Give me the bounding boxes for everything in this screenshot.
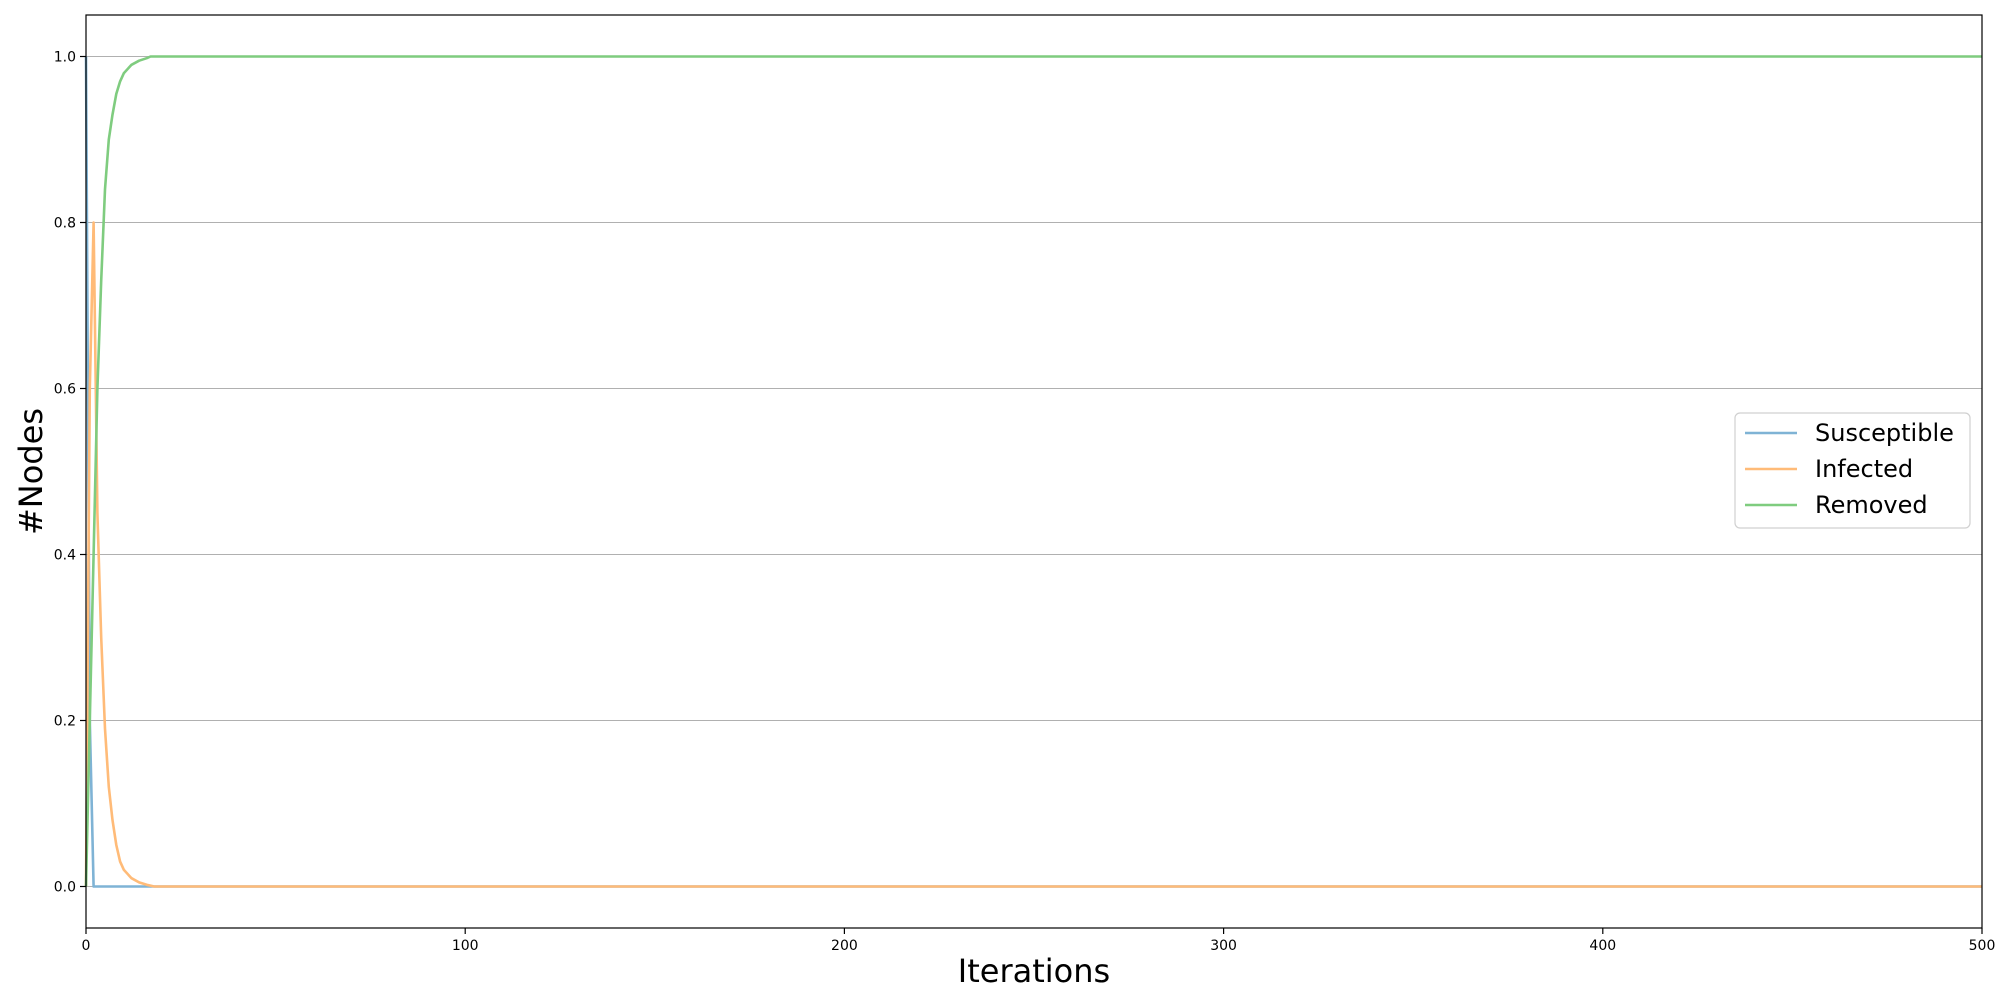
series-lines [84,55,1982,888]
x-tick-label: 400 [1589,938,1616,954]
y-tick-label: 0.8 [54,216,76,232]
y-tick-label: 0.0 [54,880,76,896]
x-tick-label: 0 [82,938,91,954]
plot-frame [85,14,1983,929]
series-line-infected [84,221,1982,888]
legend-label: Removed [1815,491,1928,519]
gridlines [86,56,1982,887]
x-tick-label: 100 [452,938,479,954]
x-tick-label: 500 [1969,938,1996,954]
y-tick-label: 0.2 [54,714,76,730]
x-axis-label: Iterations [958,952,1110,990]
y-tick-label: 0.6 [54,382,76,398]
series-line-removed [84,55,1982,887]
y-axis-label: #Nodes [12,408,50,535]
legend-label: Infected [1815,455,1913,483]
x-tick-label: 200 [831,938,858,954]
y-tick-label: 0.4 [54,548,76,564]
series-line-susceptible [84,56,1982,888]
axis-ticks: 0.0 0.2 0.4 0.6 0.8 1.0 0 100 200 300 400 500 [54,50,1996,955]
legend-label: Susceptible [1815,419,1954,447]
legend-box [1734,412,1971,529]
x-tick-label: 300 [1210,938,1237,954]
y-tick-label: 1.0 [54,50,76,66]
legend: Susceptible Infected Removed [1734,412,1971,529]
